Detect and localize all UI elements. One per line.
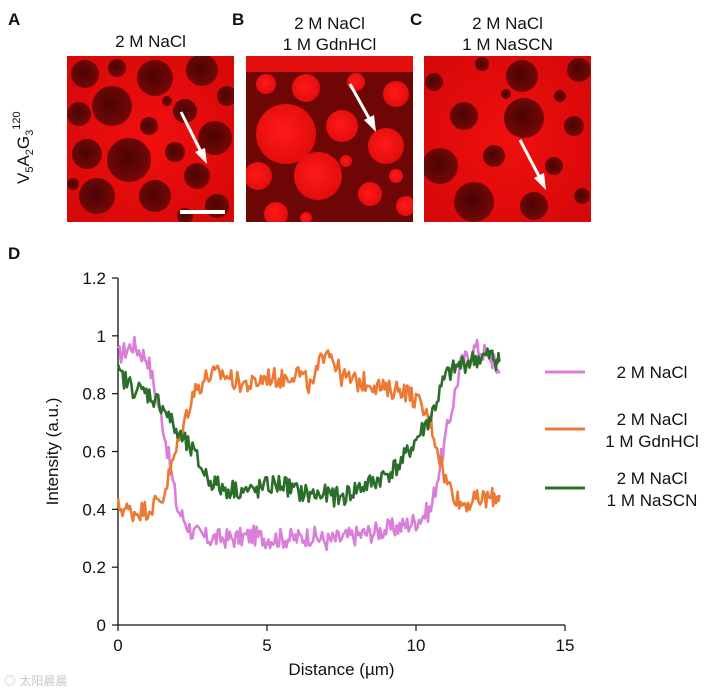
series-line-nacl xyxy=(117,335,501,552)
panel-c-title: 2 M NaCl 1 M NaSCN xyxy=(424,13,591,55)
y-tick-label: 0.6 xyxy=(82,443,106,462)
legend-label-nacl: 2 M NaCl xyxy=(617,363,688,382)
panel-a-title: 2 M NaCl xyxy=(67,31,234,52)
chart-series xyxy=(116,335,501,552)
panel-c-title-line1: 2 M NaCl xyxy=(472,14,543,33)
y-tick-label: 0.4 xyxy=(82,500,106,519)
panel-letter-d: D xyxy=(8,244,21,263)
y-tick-label: 0 xyxy=(97,616,106,635)
micrograph-c xyxy=(424,56,591,222)
watermark: ◎ 太阳晨晨 xyxy=(4,674,68,688)
panel-letter-c: C xyxy=(410,10,423,29)
x-tick-label: 15 xyxy=(556,636,575,655)
series-line-nascn xyxy=(116,347,501,508)
legend-label-nascn: 1 M NaSCN xyxy=(607,491,698,510)
micrograph-a xyxy=(67,56,234,222)
peptide-label-text: V5A2G3120 xyxy=(11,111,36,184)
chart-ticks: 0 5 10 15 0 0.2 0.4 0.6 0.8 1 1.2 xyxy=(82,269,574,655)
y-tick-label: 0.8 xyxy=(82,385,106,404)
panel-a-title-line1: 2 M NaCl xyxy=(115,32,186,51)
micrograph-b xyxy=(246,56,413,222)
scale-bar xyxy=(180,210,225,214)
panel-b-title-line1: 2 M NaCl xyxy=(294,14,365,33)
panel-c-title-line2: 1 M NaSCN xyxy=(462,35,553,54)
y-axis-label: Intensity (a.u.) xyxy=(43,398,62,506)
legend-label-nascn: 2 M NaCl xyxy=(617,469,688,488)
y-tick-label: 1 xyxy=(97,327,106,346)
legend-label-gdnhcl: 1 M GdnHCl xyxy=(605,432,699,451)
series-line-gdnhcl xyxy=(116,349,501,523)
y-tick-label: 0.2 xyxy=(82,558,106,577)
panel-b-title-line2: 1 M GdnHCl xyxy=(282,35,377,54)
peptide-label: V5A2G3120 xyxy=(2,80,42,190)
panel-letter-a: A xyxy=(8,10,21,29)
panel-b-title: 2 M NaCl 1 M GdnHCl xyxy=(246,13,413,55)
x-tick-label: 10 xyxy=(407,636,426,655)
legend-label-gdnhcl: 2 M NaCl xyxy=(617,410,688,429)
x-tick-label: 0 xyxy=(113,636,122,655)
chart-axes xyxy=(117,278,565,626)
chart-legend: 2 M NaCl 2 M NaCl 1 M GdnHCl 2 M NaCl 1 M Na… xyxy=(545,363,699,510)
y-tick-label: 1.2 xyxy=(82,269,106,288)
x-axis-label: Distance (µm) xyxy=(288,660,394,679)
x-tick-label: 5 xyxy=(262,636,271,655)
panel-letter-b: B xyxy=(232,10,245,29)
